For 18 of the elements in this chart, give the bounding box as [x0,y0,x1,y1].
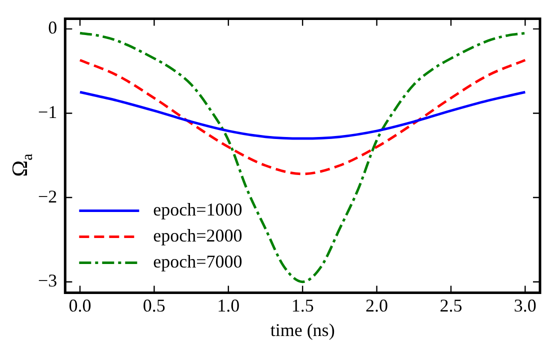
x-tick-label: 3.0 [514,295,536,316]
legend-label: epoch=2000 [153,226,242,246]
y-tick-label: −1 [38,102,58,122]
x-axis-title: time (ns) [270,320,335,340]
x-tick-label: 1.5 [291,295,314,316]
legend-label: epoch=7000 [153,252,242,272]
x-tick-label: 2.0 [366,295,388,316]
y-tick-label: −3 [38,270,58,291]
x-tick-label: 0.5 [142,295,166,316]
x-tick-label: 0.0 [68,295,92,316]
line-series [78,90,526,140]
x-tick-label: 1.0 [217,295,240,316]
y-tick-label: −2 [38,186,58,206]
legend-label: epoch=1000 [153,200,242,220]
y-tick-label: 0 [48,18,58,38]
x-tick-label: 2.5 [440,295,462,316]
line-series [78,58,526,176]
line-series [78,32,526,284]
